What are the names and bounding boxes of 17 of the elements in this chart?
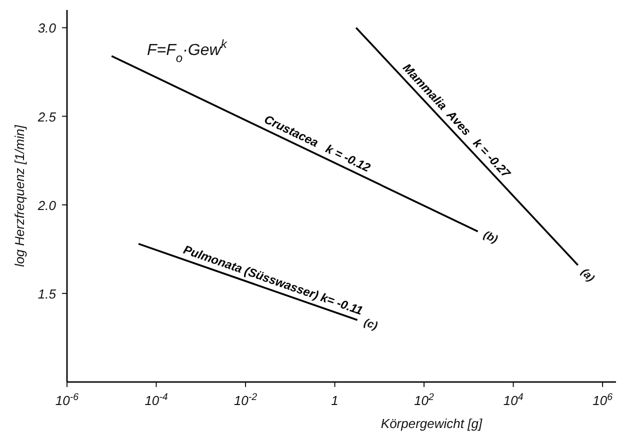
x-axis-title: Körpergewicht [g] <box>380 416 482 431</box>
annotation: (a) <box>578 266 597 284</box>
annotation: F=F$_{o}$·Gew$^{k}$ <box>147 37 228 65</box>
y-tick-label: 2.0 <box>36 198 57 213</box>
x-tick-label: 10$^{-2}$ <box>234 392 258 408</box>
x-tick-label: 10$^{-6}$ <box>55 392 80 408</box>
x-tick-label: 10$^{-4}$ <box>144 392 168 408</box>
y-tick-label: 2.5 <box>36 109 57 124</box>
annotation: (b) <box>482 228 500 246</box>
x-tick-label: 10$^{4}$ <box>503 392 524 408</box>
annotation: (c) <box>362 316 380 332</box>
y-tick-label: 1.5 <box>38 286 57 302</box>
y-axis-title: log Herzfrequenz [1/min] <box>12 124 27 267</box>
x-tick-label: 10$^{6}$ <box>592 392 614 408</box>
y-tick-label: 3.0 <box>38 20 57 36</box>
x-tick-label: 1 <box>331 393 338 408</box>
x-tick-label: 10$^{2}$ <box>414 392 435 408</box>
